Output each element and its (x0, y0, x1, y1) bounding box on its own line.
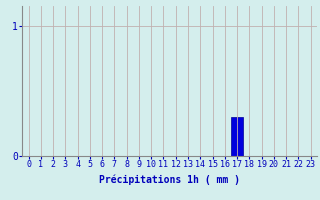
Bar (231, 117, 243, 156)
X-axis label: Précipitations 1h ( mm ): Précipitations 1h ( mm ) (99, 175, 240, 185)
